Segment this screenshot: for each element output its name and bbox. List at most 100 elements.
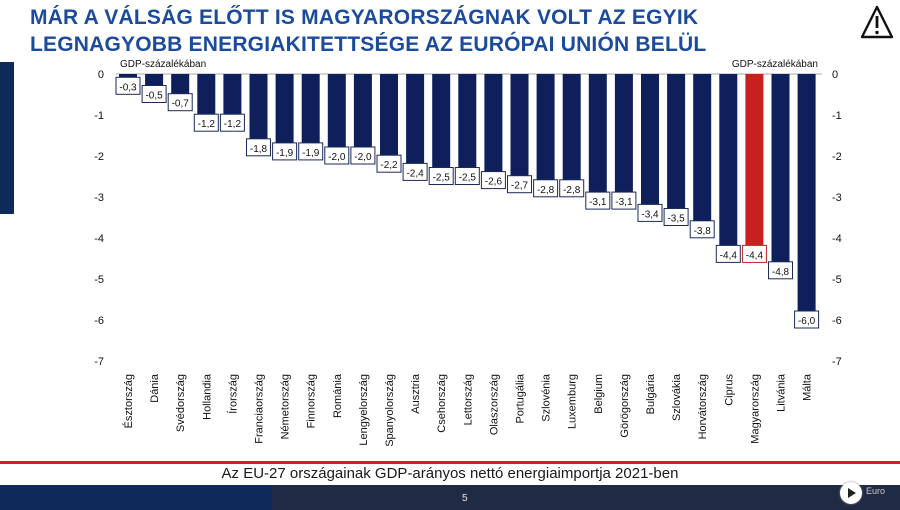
svg-text:-2,5: -2,5 — [459, 173, 477, 184]
bar — [353, 74, 372, 156]
bar — [275, 74, 294, 152]
play-button-icon[interactable] — [840, 482, 862, 504]
bar — [745, 74, 764, 255]
y-tick-label-left: -4 — [94, 233, 104, 245]
svg-text:-2,2: -2,2 — [380, 160, 398, 171]
left-accent-bar — [0, 62, 14, 214]
svg-text:-2,6: -2,6 — [485, 177, 503, 188]
x-tick-label: Lengyelország — [358, 374, 370, 446]
x-tick-label: Dánia — [149, 373, 161, 403]
bar — [588, 74, 607, 202]
bottom-band-accent — [0, 485, 272, 510]
x-tick-label: Németország — [280, 374, 292, 439]
y-axis-right: 0 -1 -2 -3 -4 -5 -6 -7 — [832, 69, 842, 368]
bar — [719, 74, 738, 255]
x-axis-labels: Észtország Dánia Svédország Hollandia Írorsz… — [122, 373, 814, 447]
value-label: -2,2 — [376, 154, 402, 173]
bar-chart: GDP-százalékában GDP-százalékában 0-1-2-… — [94, 59, 842, 447]
svg-text:-4,4: -4,4 — [746, 250, 764, 261]
y-tick-label-left: -7 — [94, 356, 104, 368]
value-label: -2,7 — [507, 175, 532, 194]
svg-text:-6,0: -6,0 — [798, 316, 816, 327]
x-tick-label: Olaszország — [488, 374, 500, 435]
value-label: -1,2 — [219, 113, 245, 132]
y-tick-label-right: -2 — [832, 151, 842, 163]
bar — [327, 74, 346, 156]
bar — [771, 74, 790, 271]
y-tick-label-left: 0 — [98, 69, 104, 81]
svg-text:-3,1: -3,1 — [589, 197, 607, 208]
y-tick-label-left: -2 — [94, 151, 104, 163]
bar — [406, 74, 425, 173]
x-tick-label: Görögország — [619, 374, 631, 438]
value-label: -0,5 — [141, 85, 167, 103]
value-label: -6,0 — [794, 310, 820, 329]
chart-caption: Az EU-27 országainak GDP-arányos nettó e… — [221, 465, 679, 482]
x-tick-label: Bulgária — [645, 373, 657, 414]
bars — [119, 74, 816, 320]
value-label: -1,2 — [193, 113, 219, 132]
svg-text:-1,2: -1,2 — [224, 119, 242, 130]
y-tick-label-left: -5 — [94, 274, 104, 286]
value-label: -0,7 — [167, 93, 193, 112]
x-tick-label: Franciaország — [254, 374, 266, 444]
value-label: -2,8 — [559, 179, 585, 198]
value-label: -3,1 — [585, 191, 611, 210]
y-tick-label-right: -4 — [832, 233, 842, 245]
x-tick-label: Svédország — [175, 374, 187, 432]
svg-text:-1,9: -1,9 — [302, 148, 320, 159]
value-label: -2,0 — [350, 146, 376, 165]
bar — [458, 74, 477, 177]
x-tick-label: Írország — [226, 374, 239, 414]
value-label: -1,8 — [246, 138, 271, 157]
y-axis-label-right: GDP-százalékában — [732, 59, 818, 70]
y-tick-label-left: -1 — [94, 110, 104, 122]
x-tick-label: Észtország — [122, 374, 135, 428]
value-label: -0,3 — [115, 76, 141, 95]
svg-text:-3,8: -3,8 — [694, 226, 712, 237]
bar — [380, 74, 398, 165]
bar — [667, 74, 686, 218]
svg-text:-0,5: -0,5 — [145, 91, 163, 102]
svg-text:-4,4: -4,4 — [720, 250, 738, 261]
bar — [797, 74, 816, 320]
svg-text:-2,8: -2,8 — [537, 185, 555, 196]
bar — [484, 74, 503, 181]
bar — [432, 74, 451, 177]
svg-text:-1,9: -1,9 — [276, 148, 294, 159]
bar — [641, 74, 659, 214]
bar — [562, 74, 581, 189]
x-tick-label: Magyarország — [749, 374, 761, 444]
y-tick-label-right: -6 — [832, 315, 842, 327]
bar — [249, 74, 268, 148]
value-label: -2,4 — [402, 162, 428, 181]
bar — [197, 74, 216, 124]
x-tick-label: Belgium — [593, 374, 605, 414]
svg-text:-2,8: -2,8 — [563, 185, 581, 196]
svg-text:-2,0: -2,0 — [328, 152, 346, 163]
x-tick-label: Horvátország — [697, 374, 709, 439]
value-label: -2,0 — [324, 146, 350, 165]
svg-text:-3,4: -3,4 — [641, 209, 659, 220]
svg-text:-1,8: -1,8 — [250, 144, 268, 155]
x-tick-label: Málta — [802, 373, 814, 401]
svg-text:-2,5: -2,5 — [433, 173, 451, 184]
svg-text:-2,0: -2,0 — [354, 152, 372, 163]
value-labels: -0,3 -0,5 -0,7 -1,2 -1,2 -1,8 -1,9 -1,9 -2,0 -2,0… — [115, 76, 820, 329]
value-label: -2,5 — [428, 167, 454, 185]
x-tick-label: Szlovénia — [541, 373, 553, 422]
value-label: -3,8 — [689, 220, 715, 239]
y-tick-label-left: -6 — [94, 315, 104, 327]
page-number: 5 — [462, 493, 468, 504]
x-tick-label: Spanyolország — [384, 374, 396, 447]
value-label: -4,8 — [768, 261, 793, 280]
bar — [693, 74, 712, 230]
x-tick-label: Szlovákia — [671, 373, 683, 421]
x-tick-label: Hollandia — [201, 373, 213, 420]
value-label: -4,4 — [715, 244, 741, 263]
y-axis-left: 0 -1 -2 -3 -4 -5 -6 -7 — [94, 69, 104, 368]
value-label: -4,4 — [741, 244, 767, 263]
value-label: -1,9 — [298, 142, 324, 161]
svg-text:-1,2: -1,2 — [198, 119, 216, 130]
y-tick-label-right: -3 — [832, 192, 842, 204]
